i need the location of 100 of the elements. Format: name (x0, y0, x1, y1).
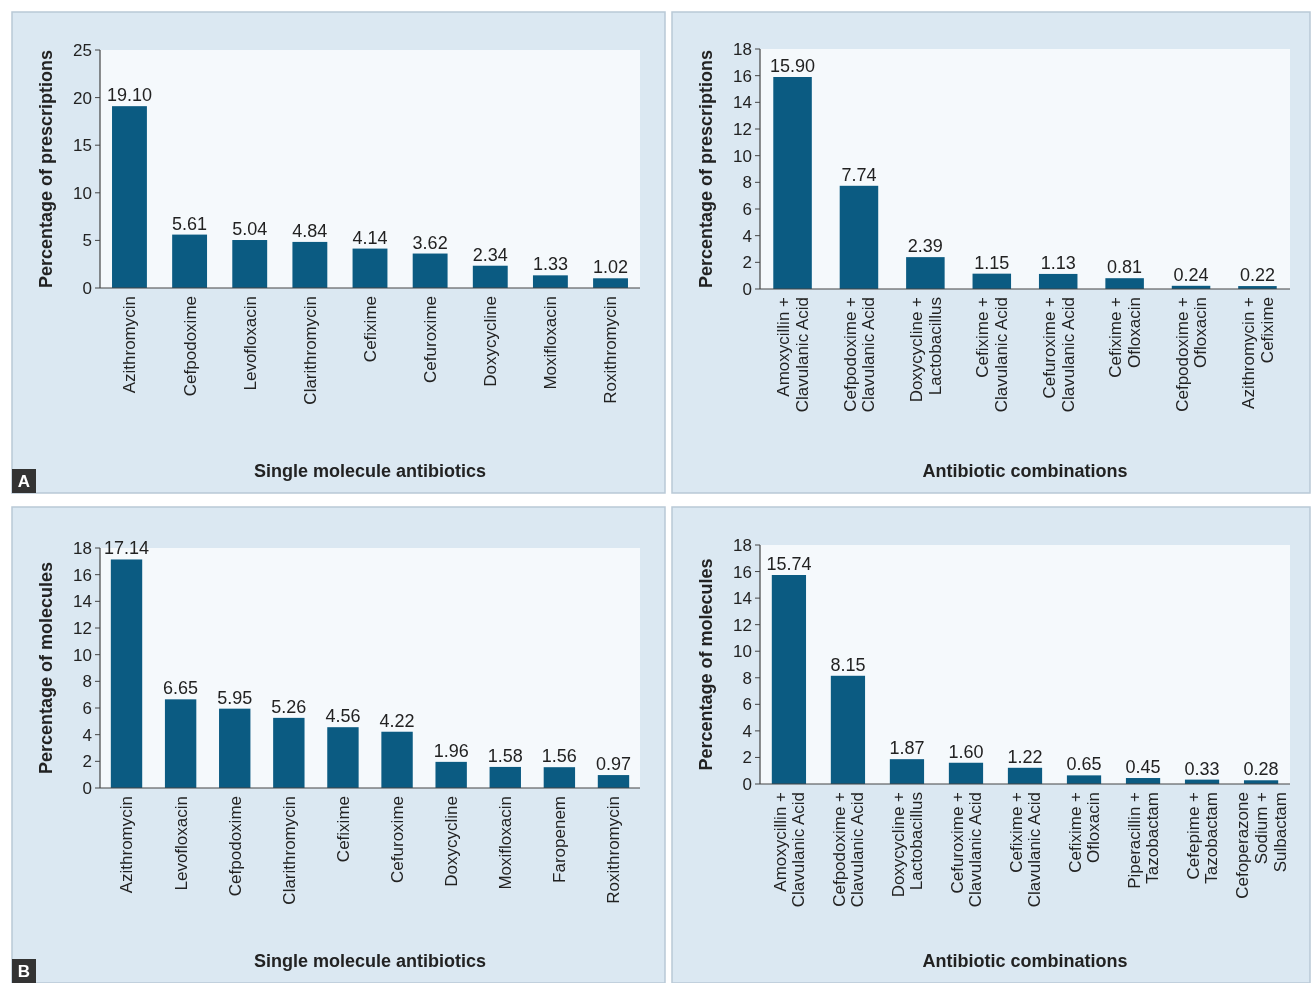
bar (273, 717, 305, 788)
data-label: 0.81 (1107, 257, 1143, 278)
data-label: 0.45 (1125, 757, 1161, 778)
data-label: 2.34 (472, 244, 508, 265)
data-label: 1.96 (433, 740, 469, 761)
y-axis-title: Percentage of prescriptions (36, 49, 56, 289)
x-tick-label: Azithromycin + Cefixime (1239, 296, 1277, 409)
y-tick-label: 6 (742, 695, 752, 715)
bar (972, 273, 1012, 289)
data-label: 15.90 (770, 56, 816, 76)
data-label: 1.56 (541, 746, 577, 767)
data-label: 5.04 (232, 219, 268, 240)
data-label: 1.15 (974, 252, 1010, 273)
bar (489, 766, 521, 788)
x-tick-label: Cefoperazone Sodium + Sulbactam (1233, 791, 1290, 899)
x-tick-label: Cefpodoxime (180, 296, 200, 397)
bar (381, 731, 413, 788)
data-label: 1.60 (948, 741, 984, 762)
x-tick-label: Roxithromycin (604, 796, 624, 904)
y-tick-label: 12 (73, 618, 92, 638)
y-tick-label: 14 (73, 592, 92, 612)
y-tick-label: 0 (82, 278, 92, 298)
y-axis-title: Percentage of prescriptions (696, 49, 716, 289)
y-tick-label: 10 (733, 146, 752, 166)
x-tick-label: Azithromycin (120, 296, 140, 394)
data-label: 0.28 (1243, 759, 1279, 780)
x-tick-label: Cefixime (360, 296, 380, 363)
y-tick-label: 4 (742, 721, 752, 741)
data-label: 4.22 (379, 710, 415, 731)
x-tick-label: Cefixime + Clavulanic Acid (973, 296, 1012, 413)
data-label: 4.56 (325, 706, 361, 727)
x-tick-label: Amoxycillin + Clavulanic Acid (770, 791, 809, 908)
x-axis-title: Antibiotic combinations (922, 461, 1128, 481)
bar (889, 759, 925, 784)
data-label: 5.61 (172, 213, 208, 234)
bar (1038, 273, 1078, 289)
data-label: 1.33 (532, 254, 568, 275)
x-tick-label: Cefuroxime (388, 796, 407, 883)
x-tick-label: Cefpodoxime (225, 796, 245, 897)
x-tick-label: Doxycycline (481, 296, 501, 387)
data-label: 1.13 (1040, 252, 1076, 273)
y-tick-label: 2 (742, 748, 752, 768)
x-tick-label: Moxifloxacin (541, 296, 561, 390)
y-tick-label: 14 (733, 589, 752, 609)
x-tick-label: Clarithromycin (279, 796, 299, 905)
x-tick-label: Cefixime + Clavulanic Acid (1006, 791, 1045, 908)
bar (839, 185, 879, 289)
bar (327, 727, 359, 788)
y-tick-label: 16 (733, 562, 752, 582)
x-tick-label: Moxifloxacin (496, 796, 516, 890)
y-tick-label: 12 (733, 119, 752, 139)
x-tick-label: Cefuroxime + Clavulanic Acid (1039, 296, 1078, 413)
x-tick-label: Cefpodoxime + Ofloxacin (1172, 296, 1211, 412)
y-tick-label: 5 (82, 231, 92, 251)
y-tick-label: 16 (73, 565, 92, 585)
x-tick-label: Cefuroxime (421, 296, 441, 383)
bar (472, 265, 508, 288)
bar (292, 241, 328, 288)
bar (219, 708, 251, 788)
x-tick-label: Doxycycline + Lactobacillus (906, 296, 945, 403)
x-tick-label: Faropenem (550, 796, 570, 883)
x-axis-title: Single molecule antibiotics (253, 461, 487, 481)
y-tick-label: 8 (742, 668, 752, 688)
data-label: 3.62 (412, 232, 448, 253)
bar (948, 762, 984, 784)
x-tick-label: Levofloxacin (171, 796, 191, 891)
x-tick-label: Piperacillin + Tazobactam (1124, 791, 1163, 889)
bar (830, 675, 866, 784)
bar (1007, 767, 1043, 784)
x-tick-label: Azithromycin (117, 796, 137, 894)
data-label: 19.10 (106, 85, 152, 106)
y-tick-label: 12 (733, 615, 752, 635)
x-tick-label: Cefuroxime + Clavulanic Acid (947, 791, 986, 908)
x-axis-title: Antibiotic combinations (922, 951, 1128, 971)
x-tick-label: Doxycycline + Lactobacillus (888, 791, 927, 898)
y-tick-label: 10 (733, 642, 752, 662)
data-label: 0.24 (1173, 264, 1209, 285)
y-tick-label: 25 (73, 40, 92, 60)
data-label: 2.39 (907, 236, 943, 257)
y-tick-label: 8 (82, 672, 92, 692)
x-tick-label: Cefepime + Tazobactam (1183, 791, 1222, 884)
data-label: 1.22 (1007, 746, 1043, 767)
bar (593, 278, 628, 288)
bar (773, 77, 812, 289)
x-tick-label: Cefpodoxime + Clavulanic Acid (829, 791, 868, 908)
bar (110, 559, 143, 788)
bar (172, 234, 208, 288)
bar (412, 253, 448, 288)
data-label: 1.58 (487, 745, 523, 766)
y-tick-label: 18 (733, 535, 752, 555)
y-tick-label: 16 (733, 66, 752, 86)
bar (232, 240, 268, 288)
data-label: 4.14 (352, 227, 388, 248)
bar (1066, 775, 1102, 784)
y-axis-title: Percentage of molecules (696, 558, 716, 771)
y-tick-label: 20 (73, 88, 92, 108)
x-tick-label: Cefixime + Ofloxacin (1106, 296, 1144, 378)
bar (435, 761, 467, 788)
bar (112, 106, 147, 288)
x-tick-label: Cefpodoxime + Clavulanic Acid (840, 296, 879, 413)
